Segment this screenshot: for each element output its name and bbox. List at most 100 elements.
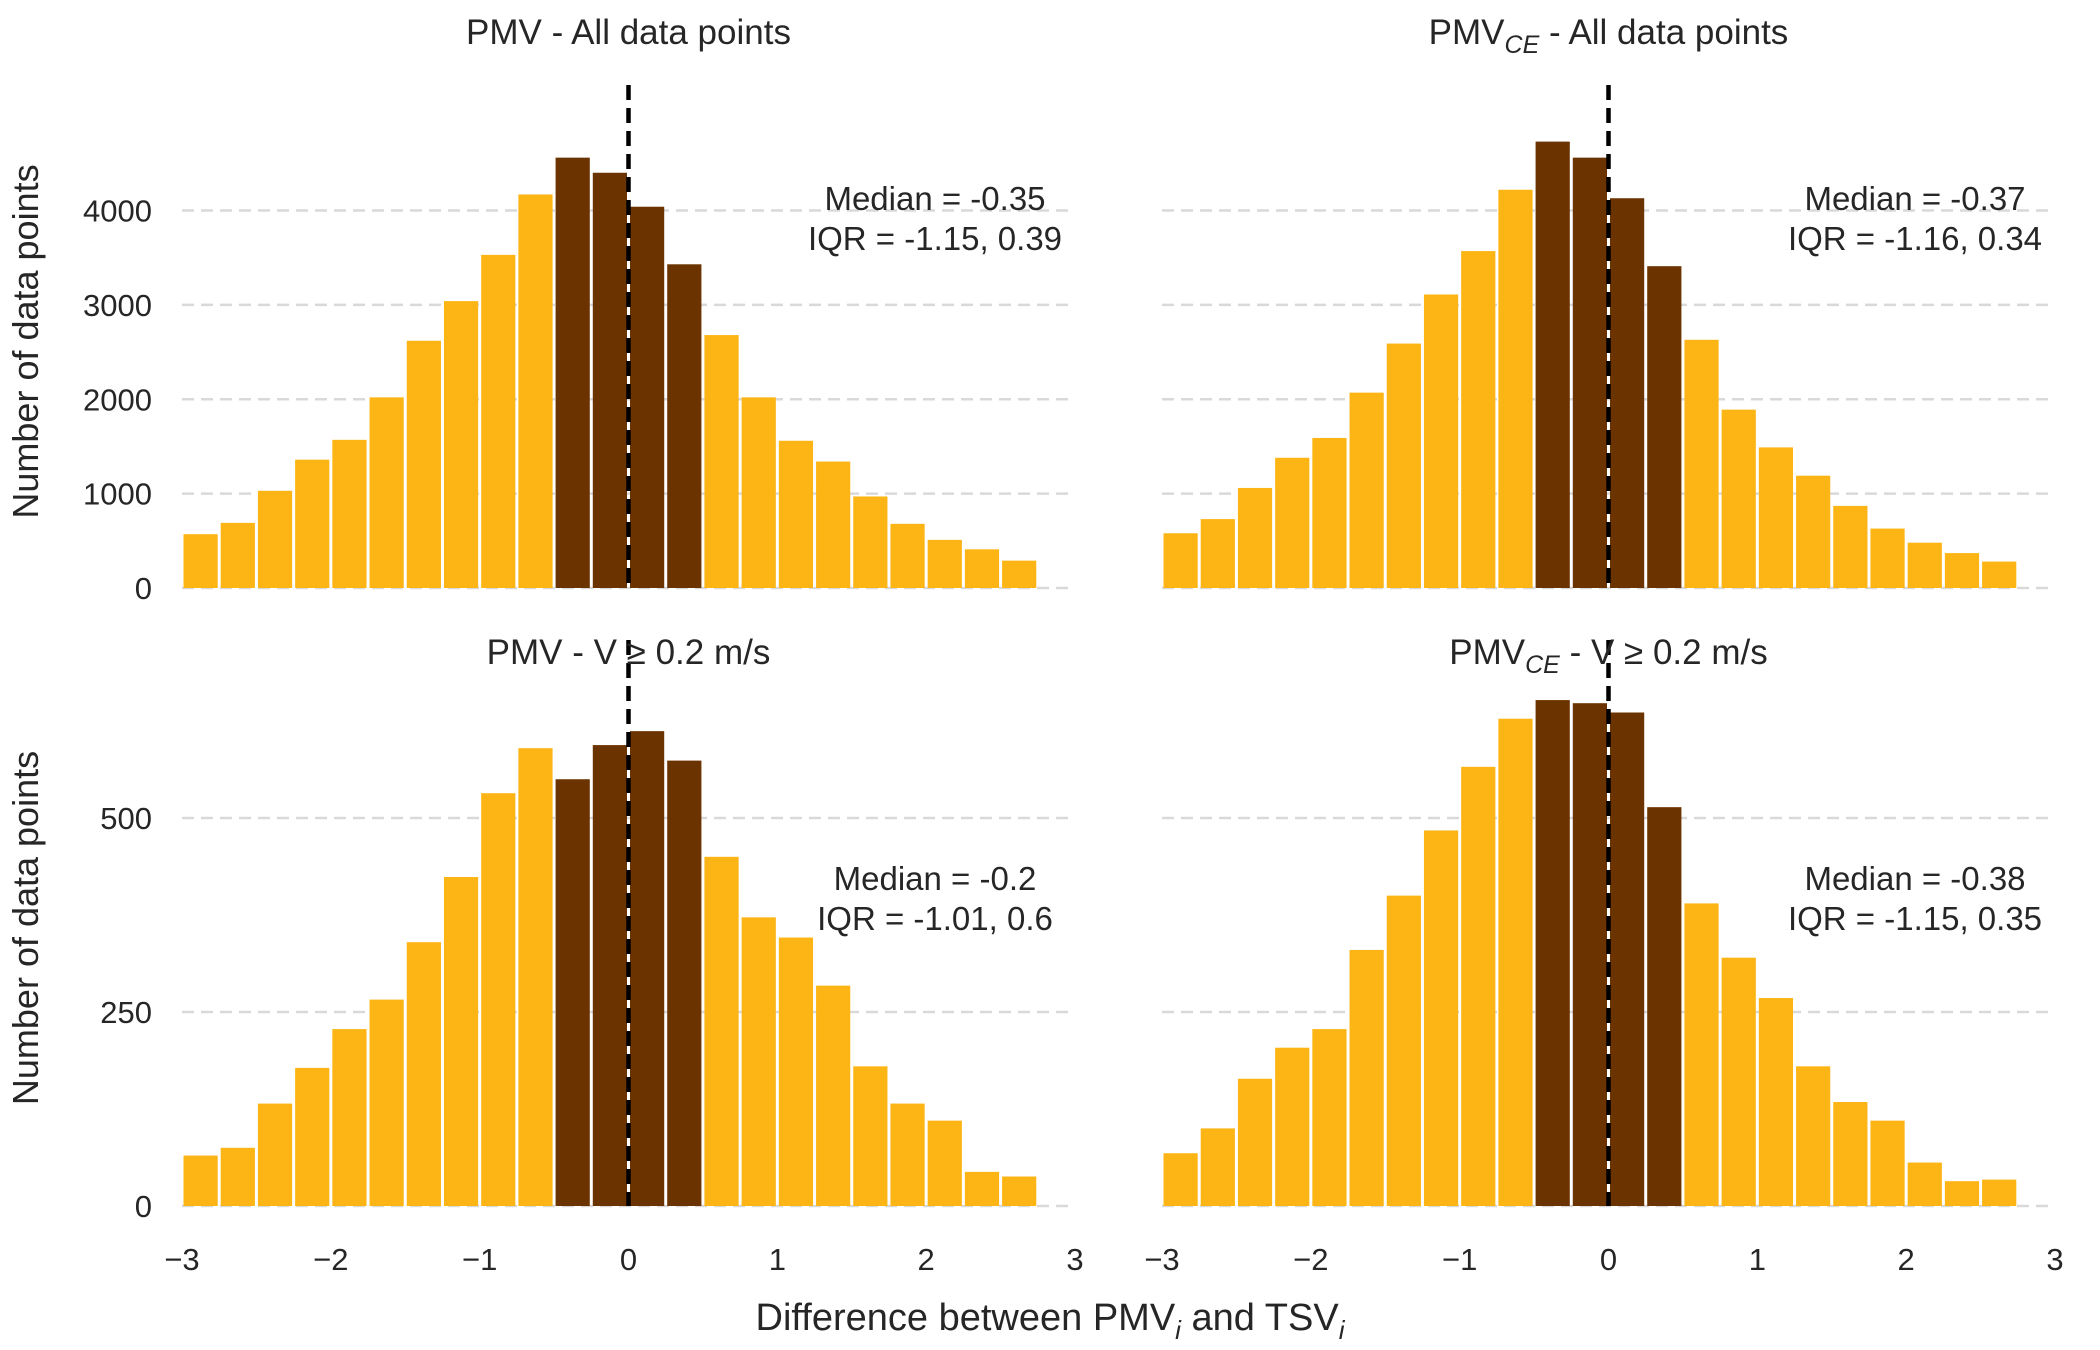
histogram-bar bbox=[1721, 409, 1756, 588]
x-tick-label: 0 bbox=[620, 1242, 637, 1277]
histogram-bar bbox=[1684, 903, 1719, 1206]
histogram-bar bbox=[481, 254, 516, 588]
histogram-bar bbox=[704, 335, 739, 588]
histogram-bar bbox=[1002, 1176, 1037, 1206]
y-tick-label: 500 bbox=[100, 801, 152, 836]
histogram-bar bbox=[1982, 561, 2017, 588]
x-tick-label: 3 bbox=[2046, 1242, 2063, 1277]
histogram-bar bbox=[1870, 1120, 1905, 1206]
x-tick-label: −2 bbox=[1293, 1242, 1328, 1277]
histogram-bar bbox=[964, 549, 1000, 588]
xlabel-main: Difference between PMV bbox=[756, 1297, 1176, 1339]
histogram-bar bbox=[1163, 533, 1198, 588]
histogram-bar bbox=[927, 539, 962, 588]
y-axis-label: Number of data points bbox=[5, 751, 46, 1105]
histogram-bar bbox=[1647, 266, 1682, 588]
histogram-bar bbox=[555, 779, 590, 1206]
histogram-bar bbox=[406, 942, 441, 1206]
histogram-bar bbox=[1423, 830, 1459, 1206]
histogram-bar bbox=[1535, 700, 1570, 1206]
histogram-bar bbox=[369, 999, 404, 1206]
histogram-bar bbox=[1498, 189, 1533, 589]
histogram-bar bbox=[592, 745, 627, 1206]
histogram-bar bbox=[1833, 505, 1868, 588]
x-tick-label: −1 bbox=[462, 1242, 497, 1277]
histogram-bar bbox=[183, 534, 218, 588]
subplot-1: 0 1000 2000 3000 4000 Number of data points PM… bbox=[5, 13, 1075, 606]
histogram-bar bbox=[1610, 198, 1645, 588]
subplot-2: PMVCE - All data points Median = -0.37IQR… bbox=[1162, 13, 2055, 590]
subplot-title: PMVCE - All data points bbox=[1429, 13, 1789, 59]
histogram-bar bbox=[1349, 392, 1384, 588]
title-pre: PMV bbox=[466, 13, 543, 52]
figure-xlabel: Difference between PMVi and TSVi bbox=[756, 1297, 1346, 1345]
histogram-bar bbox=[816, 461, 851, 588]
histogram-bar bbox=[890, 1103, 925, 1206]
histogram-bar bbox=[741, 917, 776, 1206]
histogram-bar bbox=[1572, 703, 1607, 1206]
histogram-bar bbox=[332, 1029, 367, 1206]
subplot-title: PMVCE - V ≥ 0.2 m/s bbox=[1449, 633, 1767, 679]
histogram-bar bbox=[518, 748, 553, 1206]
x-tick-label: 2 bbox=[918, 1242, 935, 1277]
histogram-bar bbox=[1461, 251, 1496, 589]
histogram-bar bbox=[220, 1147, 255, 1206]
title-post: - All data points bbox=[542, 13, 791, 52]
histogram-bar bbox=[741, 397, 776, 588]
histogram-bar bbox=[778, 440, 814, 588]
histogram-bar bbox=[1498, 718, 1533, 1206]
histogram-bar bbox=[1944, 553, 1980, 588]
histogram-bar bbox=[295, 1067, 330, 1206]
histogram-bar bbox=[220, 522, 255, 588]
histogram-bar bbox=[1423, 294, 1459, 588]
title-pre: PMV bbox=[1429, 13, 1506, 52]
subplot-title: PMV - All data points bbox=[466, 13, 791, 52]
histogram-bar bbox=[816, 985, 851, 1206]
x-tick-label: −3 bbox=[164, 1242, 199, 1277]
histogram-bar bbox=[1944, 1181, 1980, 1206]
histogram-bar bbox=[295, 459, 330, 588]
histogram-bar bbox=[1349, 949, 1384, 1206]
histogram-bar bbox=[630, 731, 665, 1206]
histogram-bar bbox=[257, 490, 293, 588]
histogram-bar bbox=[1535, 141, 1570, 588]
histogram-bar bbox=[890, 523, 925, 588]
histogram-bar bbox=[1758, 447, 1794, 588]
y-tick-label: 250 bbox=[100, 995, 152, 1030]
x-tick-label: 1 bbox=[769, 1242, 786, 1277]
histogram-bar bbox=[1275, 457, 1310, 588]
histogram-bar bbox=[443, 877, 479, 1206]
histogram-bar bbox=[443, 301, 479, 588]
histogram-bar bbox=[1684, 339, 1719, 588]
histogram-bar bbox=[1312, 437, 1347, 588]
histogram-bar bbox=[1907, 542, 1942, 588]
histogram-bar bbox=[1610, 712, 1645, 1206]
histogram-bar bbox=[1386, 343, 1421, 588]
histogram-bar bbox=[257, 1103, 293, 1206]
x-tick-label: 0 bbox=[1600, 1242, 1617, 1277]
xlabel-sub-2: i bbox=[1339, 1315, 1346, 1345]
y-tick-label: 1000 bbox=[83, 477, 152, 512]
histogram-bar bbox=[332, 439, 367, 588]
y-tick-label: 4000 bbox=[83, 194, 152, 229]
y-tick-label: 3000 bbox=[83, 288, 152, 323]
x-tick-label: 3 bbox=[1066, 1242, 1083, 1277]
title-post: - V ≥ 0.2 m/s bbox=[562, 633, 770, 672]
histogram-bar bbox=[1200, 1128, 1235, 1206]
xlabel-sub-1: i bbox=[1175, 1315, 1182, 1345]
title-subscript: CE bbox=[1525, 651, 1560, 679]
histogram-bar bbox=[1002, 560, 1037, 588]
histogram-bar bbox=[1200, 519, 1235, 588]
iqr-annotation: IQR = -1.16, 0.34 bbox=[1788, 220, 2042, 257]
histogram-bar bbox=[667, 760, 702, 1206]
y-axis-label: Number of data points bbox=[5, 164, 46, 518]
histogram-bar bbox=[1572, 157, 1607, 588]
histogram-bar bbox=[1796, 475, 1831, 588]
histogram-bar bbox=[853, 1066, 888, 1206]
title-pre: PMV bbox=[1449, 633, 1526, 672]
title-subscript: CE bbox=[1505, 31, 1540, 59]
x-tick-label: −2 bbox=[313, 1242, 348, 1277]
median-annotation: Median = -0.37 bbox=[1804, 180, 2025, 217]
histogram-bar bbox=[704, 856, 739, 1206]
